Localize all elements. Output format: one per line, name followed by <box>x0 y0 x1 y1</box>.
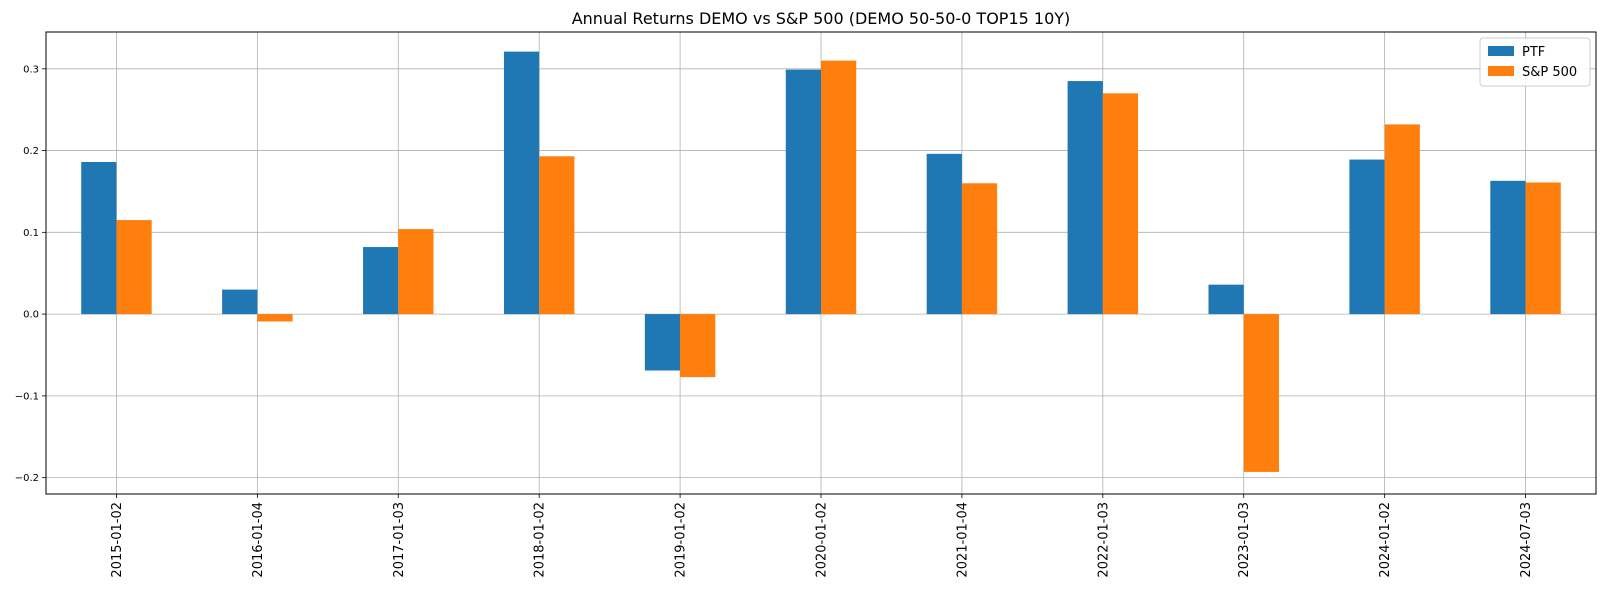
bar-sp500 <box>680 314 716 378</box>
y-tick-label: −0.1 <box>15 391 39 402</box>
bar-ptf <box>926 153 962 315</box>
x-tick-label: 2019-01-02 <box>674 502 689 578</box>
x-tick-label: 2024-07-03 <box>1519 502 1534 578</box>
bar-ptf <box>1067 81 1103 315</box>
chart-title: Annual Returns DEMO vs S&P 500 (DEMO 50-… <box>572 9 1071 28</box>
bar-ptf <box>1490 180 1526 315</box>
bar-ptf <box>644 314 681 371</box>
bar-sp500 <box>1384 124 1420 315</box>
x-tick-label: 2017-01-03 <box>392 502 407 578</box>
bar-ptf <box>81 162 117 315</box>
y-tick-label: 0.3 <box>23 64 39 75</box>
x-tick-label: 2022-01-03 <box>1096 502 1111 578</box>
bar-sp500 <box>1243 314 1279 472</box>
bar-sp500 <box>257 314 293 322</box>
legend-swatch <box>1488 46 1514 56</box>
x-tick-label: 2023-01-03 <box>1237 502 1252 578</box>
bar-sp500 <box>961 183 998 315</box>
x-tick-label: 2024-01-02 <box>1378 502 1393 578</box>
axes: −0.2 −0.1 0.0 0.1 0.2 0.3 2015-01-02 2016-01-04… <box>15 31 1597 578</box>
legend-label: PTF <box>1522 45 1545 60</box>
x-tick-label: 2018-01-02 <box>533 502 548 578</box>
legend-label: S&P 500 <box>1522 65 1577 80</box>
y-tick-label: 0.2 <box>23 146 39 157</box>
y-tick-label: 0.1 <box>23 228 39 239</box>
bar-sp500 <box>1525 182 1561 315</box>
bar-ptf <box>503 51 540 315</box>
bar-ptf <box>785 69 821 315</box>
bar-ptf <box>363 247 399 315</box>
bar-sp500 <box>398 229 434 315</box>
y-tick-label: 0.0 <box>23 310 39 321</box>
x-tick-label: 2015-01-02 <box>110 502 125 578</box>
x-tick-label: 2016-01-04 <box>251 502 266 578</box>
bar-sp500 <box>539 156 575 315</box>
legend: PTF S&P 500 <box>1479 37 1591 87</box>
bar-sp500 <box>1102 93 1139 315</box>
x-tick-label: 2020-01-02 <box>815 502 830 578</box>
y-tick-label: −0.2 <box>15 473 39 484</box>
bar-sp500 <box>116 220 152 315</box>
bar-ptf <box>1349 159 1385 315</box>
bar-sp500 <box>821 60 857 315</box>
bars <box>81 51 1561 472</box>
legend-swatch <box>1488 66 1514 76</box>
bar-ptf <box>1208 284 1244 315</box>
bar-ptf <box>222 289 258 315</box>
x-tick-label: 2021-01-04 <box>955 502 970 578</box>
